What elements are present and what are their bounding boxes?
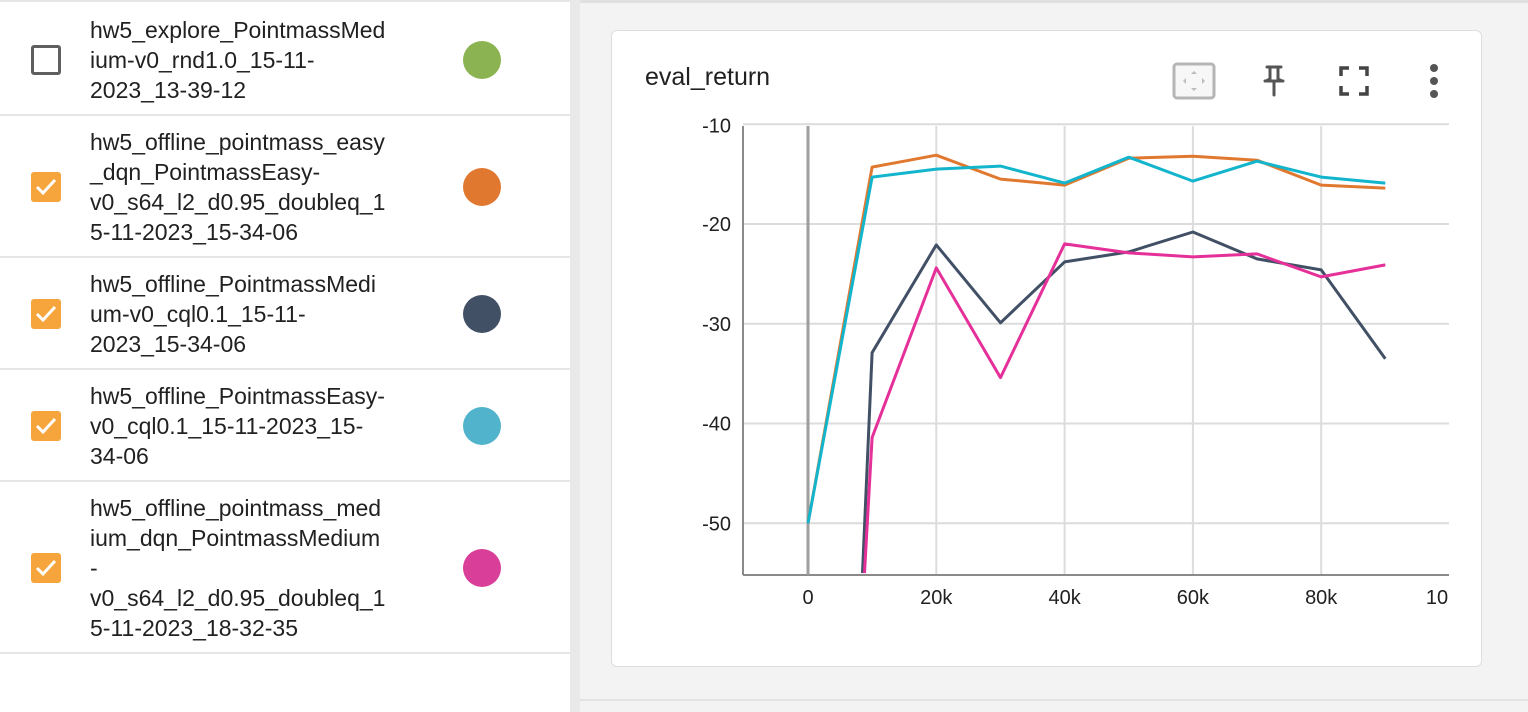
chart-series-group <box>806 153 1387 574</box>
run-color-swatch[interactable] <box>463 168 501 206</box>
fullscreen-button[interactable] <box>1332 61 1376 101</box>
y-tick-label: -10 <box>702 115 731 137</box>
check-icon <box>35 178 57 196</box>
check-icon <box>35 559 57 577</box>
x-tick-label: 60k <box>1177 587 1210 609</box>
fit-domain-button[interactable] <box>1172 61 1216 101</box>
fullscreen-icon <box>1339 66 1369 96</box>
series-line-1 <box>806 155 1386 524</box>
checkbox-unchecked[interactable] <box>31 45 61 75</box>
run-name: hw5_offline_pointmass_easy _dqn_Pointmas… <box>90 129 386 245</box>
panel-splitter[interactable] <box>570 0 580 712</box>
run-color-swatch[interactable] <box>463 549 501 587</box>
x-tick-label: 0 <box>802 587 813 609</box>
chart-axes <box>742 126 1449 576</box>
run-row[interactable]: hw5_offline_pointmass_med ium_dqn_Pointm… <box>0 482 570 654</box>
checkbox-checked[interactable] <box>31 553 61 583</box>
chart-tick-labels: 0 20k 40k 60k 80k 10 -10 -20 -30 -40 -50 <box>702 115 1448 609</box>
x-tick-label: 40k <box>1048 587 1081 609</box>
run-name: hw5_offline_PointmassMedi um-v0_cql0.1_1… <box>90 271 376 357</box>
run-row[interactable]: hw5_offline_PointmassEasy- v0_cql0.1_15-… <box>0 370 570 482</box>
series-line-3 <box>863 242 1386 574</box>
series-line-0 <box>806 153 1386 524</box>
checkbox-checked[interactable] <box>31 299 61 329</box>
run-name: hw5_offline_pointmass_med ium_dqn_Pointm… <box>90 495 386 641</box>
y-tick-label: -50 <box>702 513 731 535</box>
more-vert-icon <box>1430 64 1438 98</box>
checkbox-checked[interactable] <box>31 411 61 441</box>
run-name: hw5_offline_PointmassEasy- v0_cql0.1_15-… <box>90 383 385 469</box>
more-options-button[interactable] <box>1412 61 1456 101</box>
pin-button[interactable] <box>1252 61 1296 101</box>
run-row[interactable]: hw5_offline_pointmass_easy _dqn_Pointmas… <box>0 116 570 258</box>
checkbox-checked[interactable] <box>31 172 61 202</box>
run-color-swatch[interactable] <box>463 41 501 79</box>
y-tick-label: -40 <box>702 414 731 436</box>
main-top-divider <box>580 0 1528 3</box>
y-tick-label: -30 <box>702 314 731 336</box>
run-name: hw5_explore_PointmassMed ium-v0_rnd1.0_1… <box>90 17 386 103</box>
run-row[interactable]: hw5_offline_PointmassMedi um-v0_cql0.1_1… <box>0 258 570 370</box>
fit-domain-icon <box>1172 62 1216 100</box>
chart-card: eval_return <box>611 30 1482 667</box>
check-icon <box>35 417 57 435</box>
run-color-swatch[interactable] <box>463 407 501 445</box>
x-tick-label: 80k <box>1305 587 1338 609</box>
x-tick-label: 20k <box>920 587 953 609</box>
x-tick-label: 10 <box>1426 587 1448 609</box>
pin-icon <box>1263 65 1285 97</box>
run-color-swatch[interactable] <box>463 295 501 333</box>
runs-panel: hw5_explore_PointmassMed ium-v0_rnd1.0_1… <box>0 0 570 712</box>
check-icon <box>35 305 57 323</box>
card-title: eval_return <box>645 63 771 91</box>
run-row[interactable]: hw5_explore_PointmassMed ium-v0_rnd1.0_1… <box>0 0 570 116</box>
y-tick-label: -20 <box>702 214 731 236</box>
series-line-2 <box>861 230 1387 574</box>
chart-grid <box>743 123 1449 575</box>
next-card-edge <box>580 699 1528 701</box>
